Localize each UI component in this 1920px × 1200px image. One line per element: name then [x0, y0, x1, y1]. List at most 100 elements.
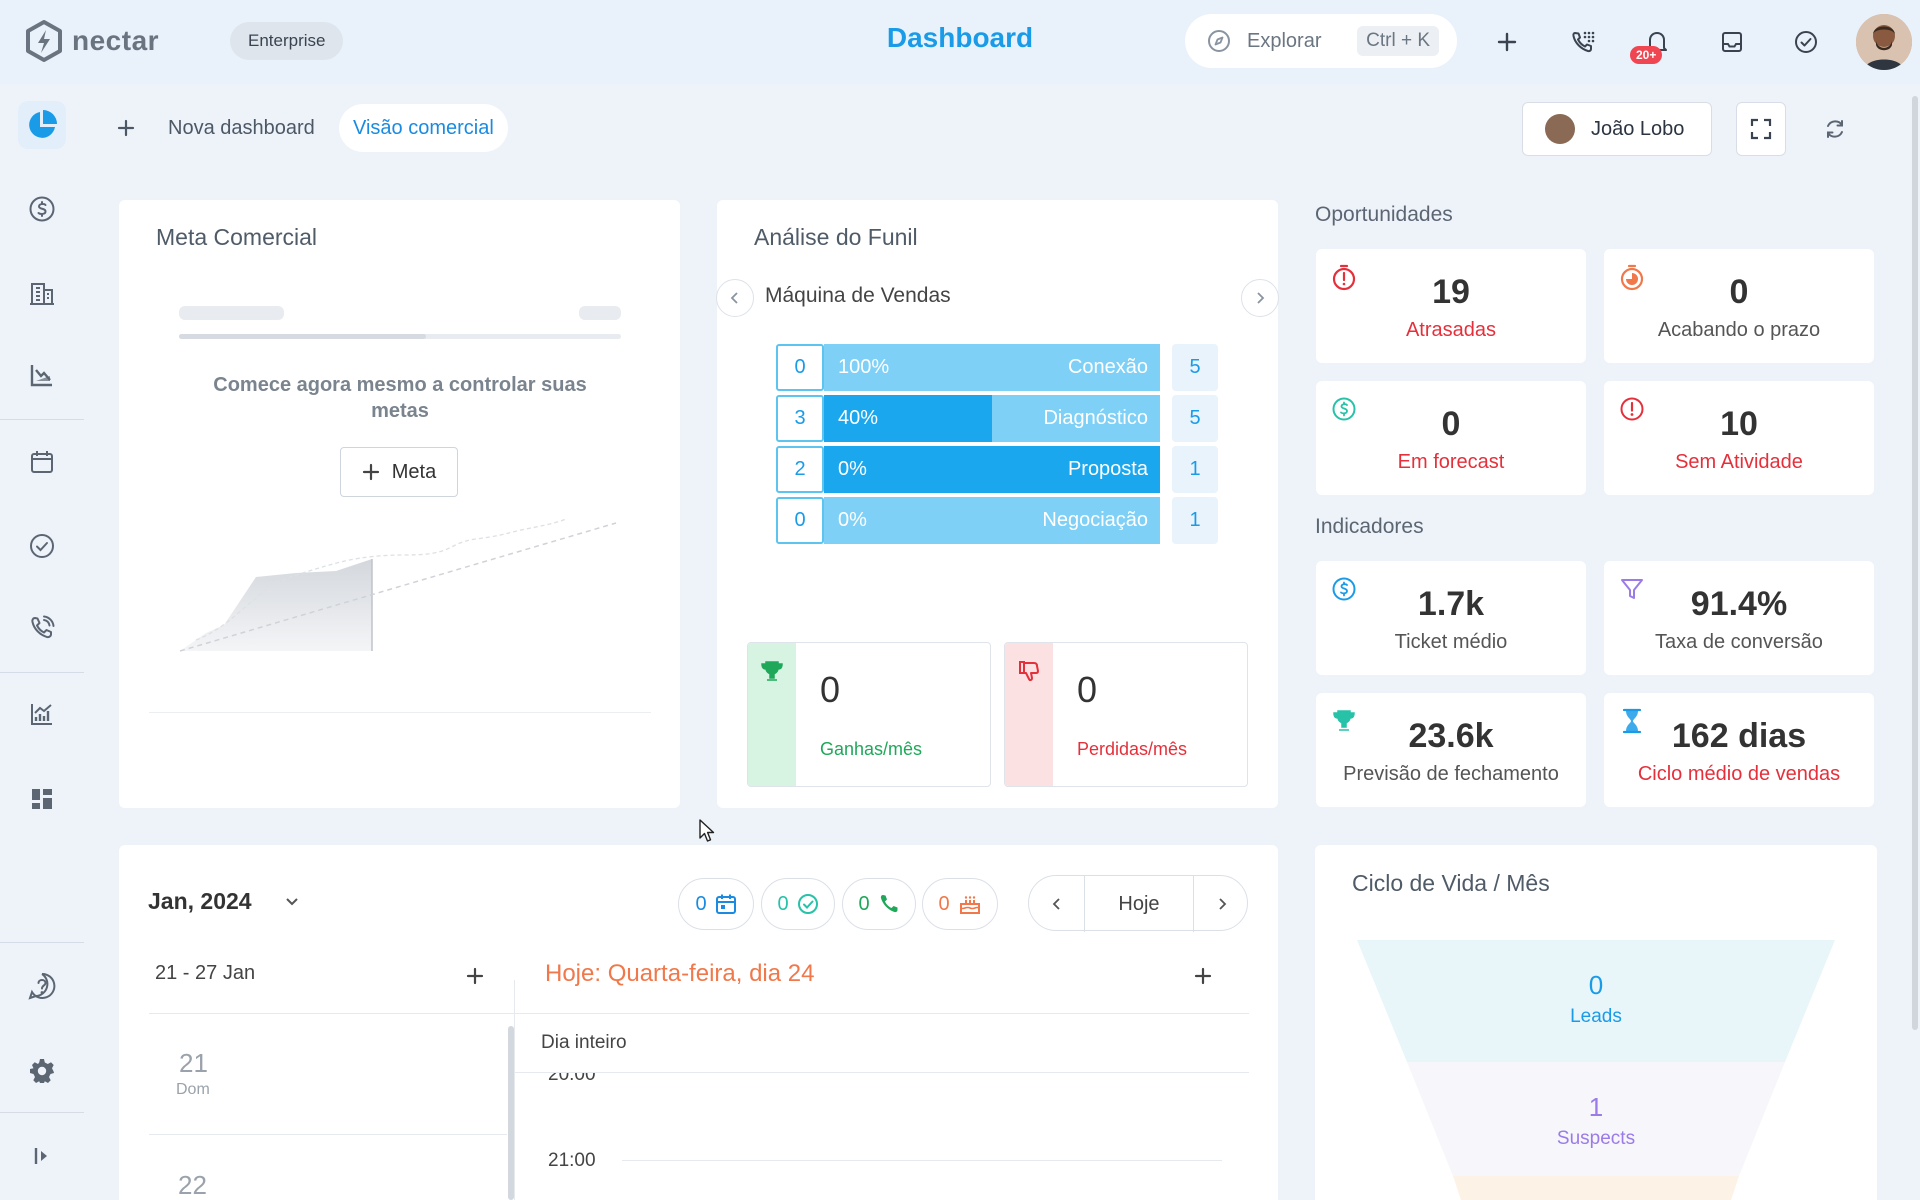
day-number[interactable]: 21 [179, 1048, 208, 1078]
stage-count: 2 [776, 446, 824, 493]
lost-deals-box[interactable]: 0 Perdidas/mês [1004, 642, 1248, 787]
add-button[interactable] [1491, 26, 1523, 58]
stage-count: 0 [776, 497, 824, 544]
stat-atrasadas[interactable]: 19 Atrasadas [1316, 249, 1586, 363]
stage-total: 5 [1172, 395, 1218, 442]
sidebar-item-dashboard[interactable] [18, 101, 66, 149]
indicator-previsao-fechamento[interactable]: 23.6k Previsão de fechamento [1316, 693, 1586, 807]
add-dashboard-button[interactable] [114, 116, 138, 140]
add-meta-button[interactable]: Meta [340, 447, 458, 497]
sidebar-item-companies[interactable] [18, 269, 66, 317]
sidebar-item-calendar[interactable] [18, 438, 66, 486]
sidebar-item-reports[interactable] [18, 351, 66, 399]
indicator-value: 162 dias [1671, 717, 1807, 755]
phone-dialpad-button[interactable] [1567, 26, 1599, 58]
calendar-next-button[interactable] [1193, 876, 1249, 932]
compass-icon [1208, 30, 1230, 52]
skeleton-bar [179, 306, 284, 320]
day-number[interactable]: 22 [178, 1170, 207, 1200]
stat-label: Atrasadas [1405, 319, 1497, 341]
user-name: João Lobo [1591, 117, 1685, 140]
check-circle-icon [797, 894, 818, 914]
funnel-stage-row[interactable]: 3 40% Diagnóstico 5 [776, 395, 1218, 442]
stat-label: Acabando o prazo [1657, 319, 1821, 341]
timer-icon [1620, 264, 1644, 291]
user-avatar-small [1545, 114, 1575, 144]
sidebar-item-help[interactable] [18, 962, 66, 1010]
birthdays-counter[interactable]: 0 [922, 878, 998, 930]
search-label: Explorar [1247, 29, 1322, 52]
sidebar-item-deals[interactable] [18, 185, 66, 233]
today-button[interactable]: Hoje [1118, 892, 1160, 915]
calls-counter[interactable]: 0 [842, 878, 916, 930]
stage-bar: 100% Conexão [824, 344, 1160, 391]
funnel-stage-suspects[interactable] [1407, 1062, 1785, 1176]
sidebar-item-calls[interactable] [18, 604, 66, 652]
calendar-month[interactable]: Jan, 2024 [148, 888, 252, 914]
sidebar-item-settings[interactable] [18, 1047, 66, 1095]
stat-value: 0 [1441, 405, 1461, 443]
brand-logo[interactable]: nectar [24, 20, 159, 62]
funnel-stage-row[interactable]: 0 100% Conexão 5 [776, 344, 1218, 391]
trophy-icon [1333, 710, 1355, 731]
meta-divider [149, 712, 651, 713]
indicator-taxa-conversao[interactable]: 91.4% Taxa de conversão [1604, 561, 1874, 675]
won-value: 0 [820, 669, 841, 710]
tasks-counter[interactable]: 0 [761, 878, 835, 930]
sidebar-collapse-button[interactable] [18, 1132, 66, 1180]
stat-em-forecast[interactable]: 0 Em forecast [1316, 381, 1586, 495]
chart-down-icon [30, 365, 52, 387]
stage-bar-fill [824, 446, 1160, 493]
indicator-value: 1.7k [1417, 585, 1485, 623]
sidebar-item-widgets[interactable] [18, 775, 66, 823]
stage-conversion: 0% [838, 458, 867, 480]
phone-icon [31, 615, 55, 639]
funnel-next-button[interactable] [1241, 279, 1279, 317]
fullscreen-icon [1750, 118, 1772, 140]
inbox-button[interactable] [1716, 26, 1748, 58]
stat-sem-atividade[interactable]: 10 Sem Atividade [1604, 381, 1874, 495]
explore-search[interactable]: Explorar Ctrl + K [1185, 14, 1457, 68]
tab-new-dashboard[interactable]: Nova dashboard [168, 117, 315, 139]
chevron-down-icon[interactable] [283, 893, 301, 911]
stage-bar: 0% Negociação [824, 497, 1160, 544]
funnel-stage-row[interactable]: 2 0% Proposta 1 [776, 446, 1218, 493]
funnel-stage-row[interactable]: 0 0% Negociação 1 [776, 497, 1218, 544]
week-list-scrollbar[interactable] [508, 1026, 514, 1200]
funnel-stage-next[interactable] [1453, 1176, 1739, 1200]
user-avatar[interactable] [1856, 14, 1912, 70]
add-event-week-button[interactable] [465, 966, 485, 986]
add-event-today-button[interactable] [1193, 966, 1213, 986]
plus-icon [1497, 32, 1517, 52]
indicator-label: Ticket médio [1394, 631, 1508, 653]
skeleton-bar [579, 306, 621, 320]
fullscreen-button[interactable] [1736, 102, 1786, 156]
tab-visao-comercial[interactable]: Visão comercial [339, 104, 508, 152]
stat-label: Sem Atividade [1675, 451, 1803, 473]
notification-count-badge: 20+ [1630, 46, 1663, 64]
meta-placeholder-chart [179, 518, 617, 652]
dollar-circle-icon [29, 196, 55, 222]
page-scrollbar[interactable] [1912, 96, 1918, 1030]
sidebar-divider [0, 419, 84, 420]
refresh-button[interactable] [1818, 112, 1852, 146]
timeline-area[interactable]: 20:00 21:00 [515, 1073, 1249, 1200]
user-filter-button[interactable]: João Lobo [1522, 102, 1712, 156]
indicator-value: 23.6k [1408, 717, 1494, 755]
nectar-logo-icon [26, 20, 62, 62]
won-deals-box[interactable]: 0 Ganhas/mês [747, 642, 991, 787]
sidebar-item-analytics[interactable] [18, 690, 66, 738]
sidebar-item-tasks[interactable] [18, 522, 66, 570]
calendar-prev-button[interactable] [1029, 876, 1085, 932]
funnel-prev-button[interactable] [716, 279, 754, 317]
events-counter[interactable]: 0 [678, 878, 754, 930]
day-weekday: Dom [176, 1081, 210, 1098]
indicator-ciclo-medio[interactable]: 162 dias Ciclo médio de vendas [1604, 693, 1874, 807]
skeleton-progress-fill [179, 334, 426, 339]
won-label: Ganhas/mês [820, 739, 923, 759]
indicator-ticket-medio[interactable]: 1.7k Ticket médio [1316, 561, 1586, 675]
funnel-stage-leads[interactable] [1357, 940, 1835, 1062]
stat-acabando-prazo[interactable]: 0 Acabando o prazo [1604, 249, 1874, 363]
lifecycle-leads-label: Leads [1570, 1006, 1622, 1027]
tasks-button[interactable] [1790, 26, 1822, 58]
